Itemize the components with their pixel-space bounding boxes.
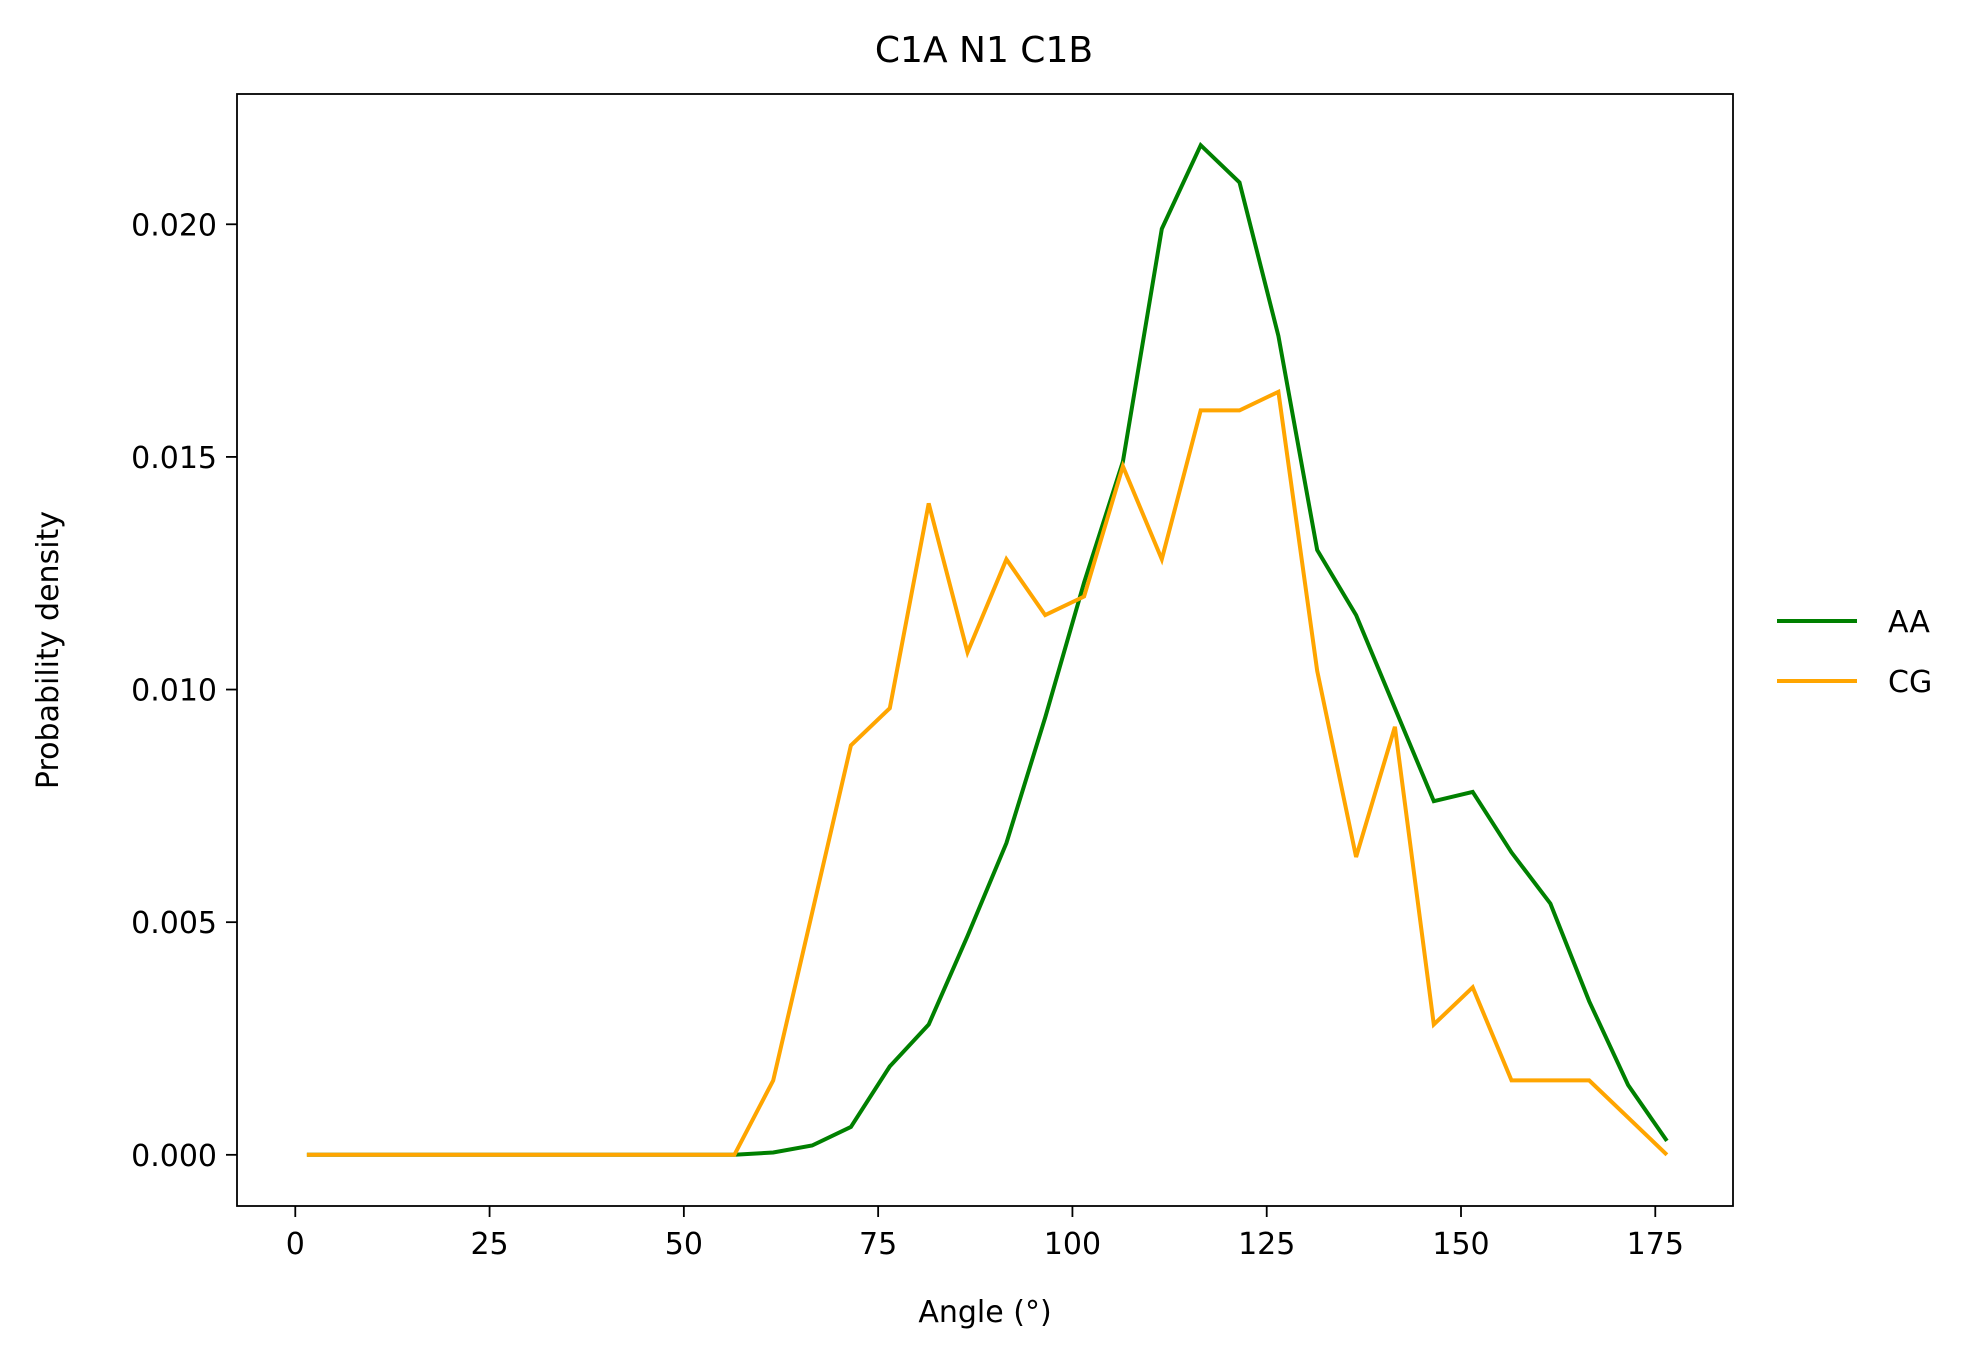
x-tick-label: 25 xyxy=(470,1227,508,1262)
legend-label-cg: CG xyxy=(1888,665,1932,700)
legend: AA CG xyxy=(1777,605,1932,700)
x-tick-label: 0 xyxy=(286,1227,305,1262)
x-axis: 0 25 50 75 100 125 150 175 xyxy=(286,1206,1684,1262)
y-axis-label: Probability density xyxy=(31,511,66,789)
y-tick-label: 0.000 xyxy=(131,1139,217,1174)
y-tick-label: 0.015 xyxy=(131,441,217,476)
x-tick-label: 175 xyxy=(1627,1227,1684,1262)
x-tick-label: 100 xyxy=(1044,1227,1101,1262)
y-axis: 0.000 0.005 0.010 0.015 0.020 xyxy=(131,208,237,1174)
chart-title: C1A N1 C1B xyxy=(875,30,1093,71)
x-tick-label: 50 xyxy=(665,1227,703,1262)
x-tick-label: 150 xyxy=(1432,1227,1489,1262)
legend-label-aa: AA xyxy=(1888,605,1930,640)
x-tick-label: 75 xyxy=(859,1227,897,1262)
y-tick-label: 0.020 xyxy=(131,208,217,243)
series-layer xyxy=(306,141,1669,1157)
x-tick-label: 125 xyxy=(1238,1227,1295,1262)
y-tick-label: 0.010 xyxy=(131,674,217,709)
y-tick-label: 0.005 xyxy=(131,906,217,941)
plot-frame xyxy=(236,93,1734,1207)
series-line-cg xyxy=(306,388,1669,1157)
x-axis-label: Angle (°) xyxy=(918,1295,1051,1330)
